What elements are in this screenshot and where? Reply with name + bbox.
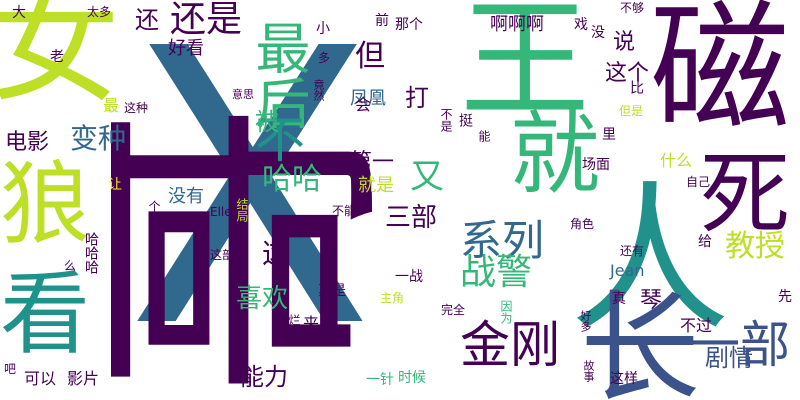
- cloud-word: 挺: [457, 113, 473, 127]
- cloud-word: 还是: [170, 0, 243, 40]
- cloud-word: 一针: [366, 372, 394, 388]
- cloud-word: 好看: [168, 38, 204, 59]
- cloud-word: 先: [778, 289, 792, 305]
- cloud-word: 小: [316, 21, 330, 37]
- cloud-word: 剧情: [705, 344, 753, 372]
- cloud-word: 多: [318, 51, 331, 65]
- cloud-word: 烂: [287, 314, 301, 326]
- cloud-word: 看: [0, 262, 90, 367]
- cloud-word: 男: [272, 326, 285, 340]
- cloud-word: 么: [64, 259, 77, 273]
- cloud-word: 死: [700, 142, 790, 247]
- cloud-word: 个人: [147, 200, 161, 224]
- cloud-word: 能力: [240, 363, 288, 391]
- cloud-word: 里: [602, 127, 616, 143]
- cloud-word: 这个: [605, 61, 650, 86]
- cloud-word: 教授: [725, 229, 785, 264]
- cloud-word: 一战: [395, 269, 423, 285]
- cloud-word: 时候: [398, 370, 426, 386]
- cloud-word: X: [126, 0, 374, 400]
- cloud-word: 琴: [640, 288, 663, 313]
- cloud-word: 老: [50, 49, 64, 65]
- cloud-word: 磁: [650, 0, 791, 151]
- cloud-word: 结局: [235, 198, 249, 222]
- cloud-word: 三部: [385, 203, 438, 233]
- cloud-word: 好多: [579, 310, 592, 332]
- cloud-word: 能: [477, 130, 491, 142]
- cloud-word: 女: [0, 0, 121, 121]
- cloud-word: 系列: [460, 216, 545, 265]
- cloud-word: Jean: [610, 261, 645, 280]
- cloud-word: 因为: [499, 300, 513, 324]
- cloud-word: 最: [103, 96, 120, 115]
- cloud-word: 角色: [570, 217, 595, 231]
- cloud-word: 战警: [460, 252, 533, 293]
- cloud-word: 没: [591, 25, 605, 41]
- cloud-word: 这部: [210, 248, 235, 262]
- cloud-word: 说: [613, 30, 636, 55]
- cloud-word: 不: [255, 111, 305, 169]
- cloud-word: 金刚: [460, 316, 560, 374]
- cloud-word: 可以: [24, 369, 57, 388]
- cloud-word: 但: [355, 39, 385, 74]
- cloud-word: 不能: [332, 204, 357, 218]
- cloud-word: 影片: [67, 369, 100, 388]
- cloud-word: 场面: [582, 157, 610, 173]
- cloud-word: 吧: [4, 362, 17, 376]
- cloud-word: 大: [12, 5, 26, 21]
- cloud-word: 凤凰: [350, 88, 386, 109]
- cloud-word: 还: [135, 6, 159, 34]
- cloud-word: 比: [628, 80, 644, 94]
- cloud-word: 来: [303, 314, 320, 333]
- cloud-word: 就: [510, 102, 600, 207]
- cloud-word: 长: [580, 280, 700, 400]
- cloud-word: 让: [108, 177, 122, 193]
- cloud-word: 这种: [124, 101, 149, 115]
- cloud-word: 戏: [574, 17, 588, 33]
- cloud-word: 太多: [87, 5, 112, 19]
- cloud-word: 这: [262, 237, 291, 270]
- cloud-word: 天哪: [233, 125, 246, 147]
- cloud-word: 不过: [680, 316, 713, 335]
- cloud-word: 被: [255, 108, 279, 136]
- cloud-word: 完全: [441, 303, 466, 317]
- cloud-word: 什么: [660, 151, 693, 170]
- cloud-word: 不是: [439, 108, 453, 132]
- cloud-word: 但是: [619, 104, 644, 118]
- cloud-word: 竟然: [312, 79, 325, 101]
- cloud-word: 自己: [686, 175, 711, 189]
- cloud-word: 给: [698, 234, 712, 250]
- cloud-word: 就是: [358, 175, 394, 196]
- cloud-word: 会: [355, 95, 372, 114]
- cloud-word: 哈哈: [262, 162, 322, 197]
- cloud-word: 喜欢: [236, 284, 289, 314]
- cloud-word: 还有: [620, 244, 645, 258]
- cloud-word: 第一: [350, 150, 395, 175]
- cloud-word: 哈哈哈: [83, 232, 99, 274]
- cloud-word: 真: [612, 291, 626, 307]
- cloud-word: 这样: [610, 371, 638, 387]
- cloud-word: 人: [570, 166, 731, 353]
- cloud-word: 不够: [620, 1, 645, 15]
- cloud-word: 前: [375, 13, 389, 29]
- cloud-word: 意思: [232, 88, 254, 101]
- cloud-word: 主角: [380, 291, 405, 305]
- cloud-word: 没有: [168, 186, 204, 207]
- cloud-word: 真是: [318, 283, 346, 299]
- cloud-word: Ellen: [210, 205, 240, 219]
- cloud-word: 狼: [0, 152, 90, 257]
- cloud-word: 又: [410, 157, 444, 197]
- cloud-word: 变种: [70, 122, 127, 155]
- cloud-word: 王: [460, 0, 591, 136]
- cloud-word: 故事: [582, 360, 595, 382]
- cloud-word: 最后: [246, 20, 310, 130]
- cloud-word: 一部: [690, 316, 790, 374]
- cloud-word: 电影: [5, 130, 50, 155]
- cloud-word: 打: [405, 84, 429, 112]
- cloud-word: 那个: [395, 17, 423, 33]
- cloud-word: 啊啊啊: [490, 14, 544, 35]
